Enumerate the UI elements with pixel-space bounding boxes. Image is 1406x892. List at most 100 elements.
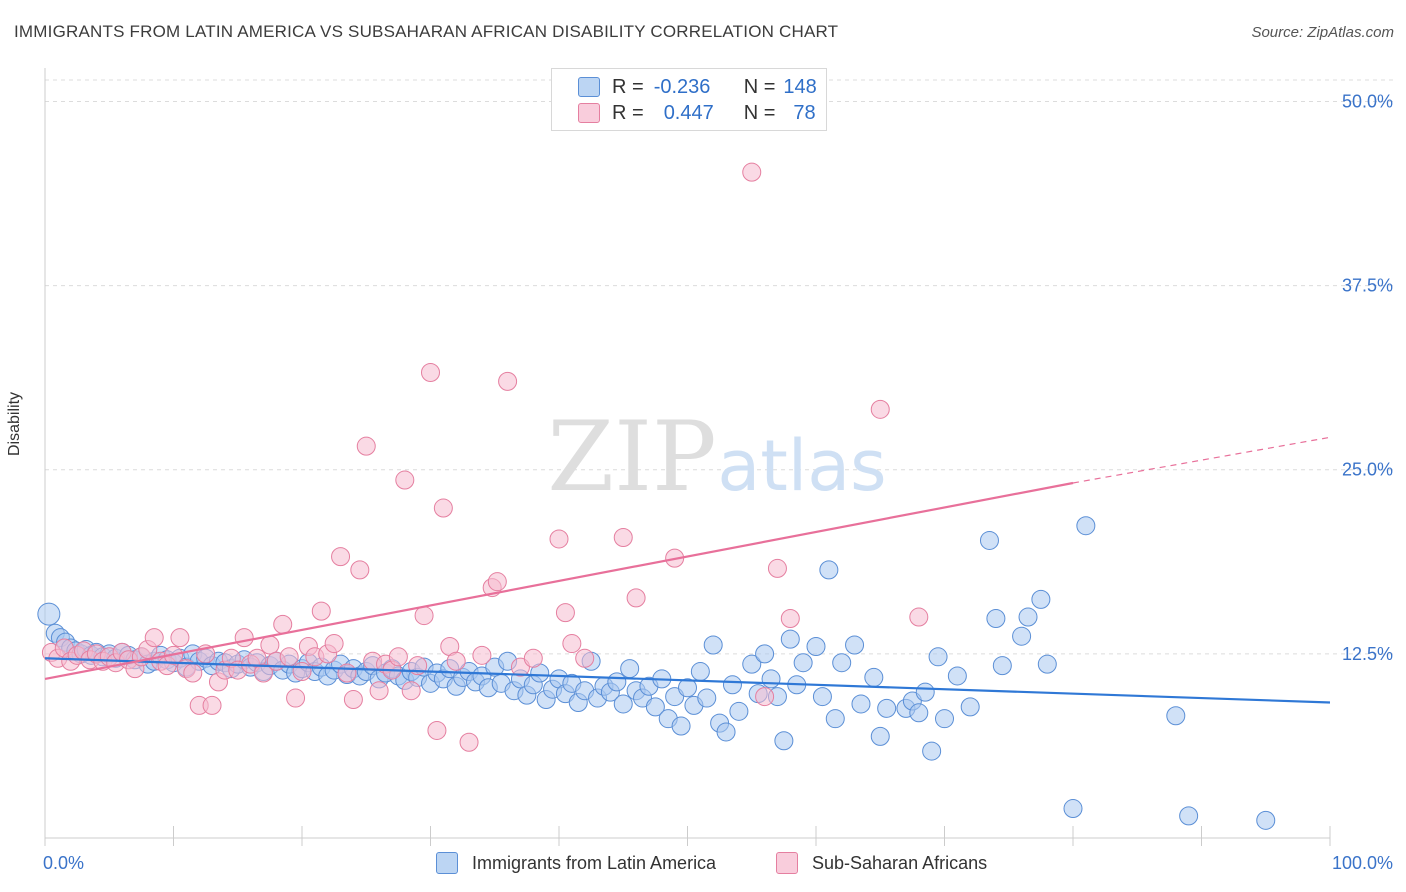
data-point [279,647,299,667]
legend-row-blue: R = -0.236 N = 148 [552,74,817,100]
data-point [331,547,351,567]
data-point [806,637,826,656]
data-point [703,635,723,655]
legend-label: Immigrants from Latin America [472,852,717,873]
legend-swatch-pink [578,103,600,123]
data-point [1018,607,1038,627]
legend-r-value: -0.236 [653,75,711,98]
data-point [864,667,884,687]
data-point [459,732,479,752]
data-point [947,666,967,686]
data-point [645,697,665,717]
data-point [1179,806,1199,826]
data-point [755,687,775,707]
data-point [780,609,800,629]
data-point [37,602,61,626]
data-point [369,681,389,701]
data-point [324,634,344,654]
data-point [870,726,890,746]
data-point [1037,654,1057,674]
data-point [909,607,929,627]
data-point [690,662,710,682]
data-point [1012,626,1032,646]
data-point [555,603,575,623]
tick-labels: 12.5% 25.0% 37.5% 50.0% 0.0% 100.0% [43,91,1393,873]
data-point [427,720,447,740]
data-point [774,731,794,751]
data-point [549,529,569,549]
data-point [170,628,190,648]
data-point [350,560,370,580]
data-point [928,647,948,667]
y-tick-label: 12.5% [1342,644,1393,664]
data-point [253,663,273,683]
legend-item-latin-america: Immigrants from Latin America [436,852,716,874]
data-point [793,653,813,673]
data-point [273,614,293,634]
legend-swatch-pink [776,852,798,874]
legend-item-sub-saharan: Sub-Saharan Africans [776,852,987,874]
trend-lines [44,436,1331,704]
y-tick-label: 25.0% [1342,460,1393,480]
data-point [851,694,871,714]
data-point [446,651,466,671]
data-point [234,628,254,648]
legend-r-value: 0.447 [663,101,714,124]
data-point [1256,810,1276,830]
trend-line-sub-saharan [44,481,1074,680]
axes [44,68,1331,846]
legend-swatch-blue [436,852,458,874]
data-point [780,629,800,649]
chart-source: Source: ZipAtlas.com [1251,24,1394,41]
legend-r-label: R = [612,75,644,98]
watermark: ZIP atlas [547,401,886,513]
data-point [761,669,781,689]
data-point [144,628,164,648]
data-point [311,601,331,621]
y-tick-label: 50.0% [1342,91,1393,111]
data-point [626,588,646,608]
data-point [742,654,762,674]
data-point [1063,799,1083,819]
data-point [414,606,434,626]
legend-label: Sub-Saharan Africans [812,852,988,873]
data-point [356,436,376,456]
data-point [870,399,890,419]
data-point [986,609,1006,629]
series-legend: Immigrants from Latin America Sub-Sahara… [0,852,1406,878]
data-point [260,635,280,655]
legend-r-label: R = [612,101,644,124]
data-point [877,698,897,718]
gridlines [45,79,1395,655]
data-point [678,678,697,698]
data-point [183,663,203,683]
data-point [472,645,492,665]
data-point [1031,589,1051,609]
data-point [433,498,453,518]
data-point [401,681,421,701]
data-point [767,558,787,578]
data-point [487,572,507,592]
data-point [343,690,363,710]
legend-row-pink: R = 0.447 N = 78 [552,100,816,126]
data-point [286,688,306,708]
data-point [812,687,832,707]
data-point [755,644,775,664]
data-point [960,697,980,717]
data-point [722,675,742,695]
chart-title: IMMIGRANTS FROM LATIN AMERICA VS SUBSAHA… [14,22,839,41]
legend-n-value: 148 [783,75,817,98]
data-point [388,647,408,667]
data-point [819,560,839,580]
data-point [979,530,999,550]
data-point [697,688,717,708]
data-point [395,470,415,490]
watermark-atlas: atlas [717,425,886,507]
y-tick-label: 37.5% [1342,276,1393,296]
data-point [1166,706,1186,726]
trend-line-latin-america [44,657,1331,704]
data-point [909,703,929,723]
data-point [607,672,627,692]
legend-n-label: N = [743,101,776,124]
data-point [202,695,222,715]
